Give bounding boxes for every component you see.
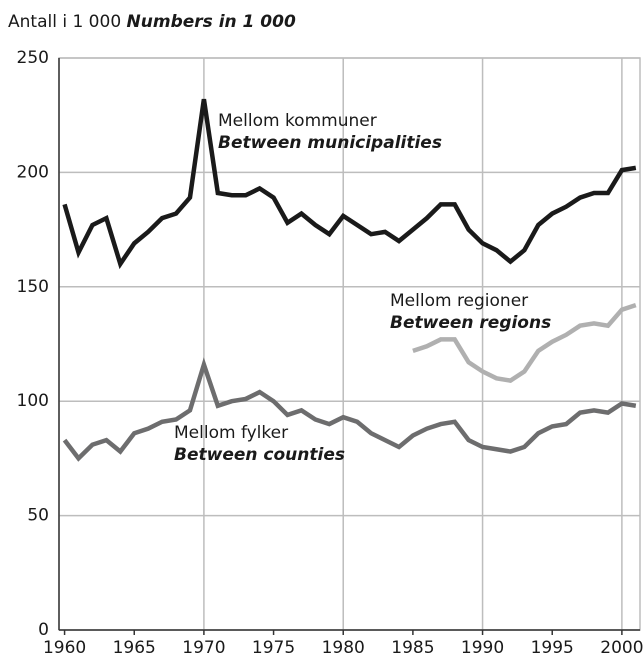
x-tick-label: 1965 [113,638,156,658]
x-tick-label: 1980 [322,638,365,658]
series-line [62,98,637,270]
series-label-en: Between counties [174,445,345,465]
y-tick-label: 100 [17,391,49,411]
y-tick-label: 50 [27,506,49,526]
series-label-en: Between municipalities [218,133,442,153]
x-tick-label: 2000 [600,638,643,658]
y-axis-label-no: Antall i 1 000 [8,12,121,32]
x-tick-label: 1995 [531,638,574,658]
x-tick-label: 1985 [391,638,434,658]
series-label: Mellom fylker [174,423,288,443]
y-tick-label: 200 [17,162,49,182]
y-axis-label-en: Numbers in 1 000 [127,12,296,32]
series-label: Mellom regioner [390,291,528,311]
series-line [412,302,637,383]
y-tick-label: 0 [38,620,49,640]
series-label-en: Between regions [390,313,551,333]
series-line [62,357,637,462]
series-label: Mellom kommuner [218,111,377,131]
x-tick-label: 1970 [182,638,225,658]
x-tick-label: 1975 [252,638,295,658]
x-tick-label: 1960 [43,638,86,658]
y-axis-label: Antall i 1 000 Numbers in 1 000 [8,12,296,32]
x-tick-label: 1990 [461,638,504,658]
y-tick-label: 250 [17,48,49,68]
y-tick-label: 150 [17,277,49,297]
